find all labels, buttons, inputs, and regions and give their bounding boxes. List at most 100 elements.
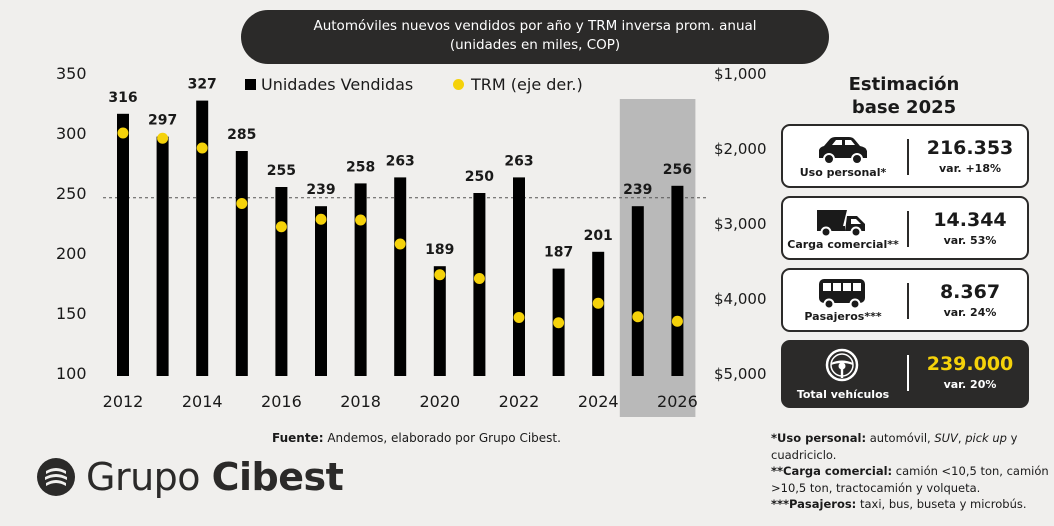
card-divider <box>907 355 909 391</box>
projection-band <box>619 99 696 417</box>
legend-trm-label: TRM (eje der.) <box>471 75 583 94</box>
data-label-2022: 263 <box>504 153 533 169</box>
trm-point-2012 <box>117 127 129 139</box>
trm-point-2014 <box>196 142 208 154</box>
y-left-tick-label: 250 <box>56 184 87 203</box>
bus-icon <box>819 279 865 310</box>
data-label-2015: 285 <box>227 127 256 143</box>
card-value: 239.000 <box>926 353 1014 375</box>
card-personal-use: Uso personal* 216.353 var. +18% <box>781 124 1029 188</box>
y-left-tick-label: 150 <box>56 304 87 323</box>
data-label-2014: 327 <box>188 77 217 93</box>
data-label-2016: 255 <box>267 163 296 179</box>
legend-dot-icon <box>453 79 464 90</box>
bar-2026 <box>671 185 684 376</box>
bar-2022 <box>513 177 525 376</box>
y-right-tick-label: $1,000 <box>714 65 767 83</box>
card-variation: var. +18% <box>938 162 1001 175</box>
logo-word1: Grupo <box>86 455 201 499</box>
trm-point-2020 <box>434 269 446 281</box>
card-commercial-cargo: Carga comercial** 14.344 var. 53% <box>781 196 1029 260</box>
trm-point-2025 <box>632 311 644 323</box>
y-right-tick-label: $4,000 <box>714 290 767 308</box>
source-label: Fuente: <box>272 431 324 445</box>
data-label-2019: 263 <box>386 153 415 169</box>
footnote-text: taxi, bus, buseta y microbús. <box>856 497 1027 511</box>
estimate-title-line2: base 2025 <box>851 97 957 118</box>
source-text: Andemos, elaborado por Grupo Cibest. <box>323 431 561 445</box>
bar-2024 <box>592 251 605 376</box>
data-label-2017: 239 <box>306 182 335 198</box>
bar-2014 <box>196 100 209 376</box>
x-tick-label: 2024 <box>578 392 619 411</box>
footnote-text: SUV <box>934 431 958 445</box>
x-tick-label: 2026 <box>657 392 698 411</box>
trm-point-2017 <box>315 213 327 225</box>
chart-title-line2: (unidades en miles, COP) <box>449 37 621 53</box>
footnote-label: ***Pasajeros: <box>771 497 857 511</box>
card-variation: var. 24% <box>943 306 997 319</box>
footnote-text: y cuadriciclo. <box>771 431 1018 462</box>
bar-2015 <box>235 151 248 376</box>
bar-2016 <box>275 187 288 376</box>
trm-point-2022 <box>513 312 525 323</box>
footnote-text: , <box>957 431 966 445</box>
company-logo: Grupo Cibest <box>36 452 344 502</box>
footnotes: *Uso personal: automóvil, SUV, pick up y… <box>771 430 1051 513</box>
card-divider <box>907 283 909 319</box>
card-label: Total vehículos <box>796 388 890 401</box>
y-left-tick-label: 100 <box>56 364 87 383</box>
bar-2013 <box>156 136 169 376</box>
card-divider <box>907 211 909 247</box>
bar-2019 <box>394 177 407 376</box>
footnote-passengers: ***Pasajeros: taxi, bus, buseta y microb… <box>771 496 1051 513</box>
x-tick-label: 2014 <box>182 392 223 411</box>
estimate-title: Estimación base 2025 <box>790 73 1018 119</box>
bar-2012 <box>117 113 129 377</box>
trm-point-2018 <box>355 214 367 226</box>
logo-word2: Cibest <box>211 455 344 499</box>
source-note: Fuente: Andemos, elaborado por Grupo Cib… <box>272 431 561 445</box>
y-right-tick-label: $2,000 <box>714 140 767 158</box>
data-label-2012: 316 <box>108 90 137 106</box>
truck-icon <box>817 210 865 238</box>
y-left-tick-label: 200 <box>56 244 87 263</box>
card-variation: var. 20% <box>943 378 997 391</box>
footnote-text: automóvil, <box>866 431 935 445</box>
card-label: Pasajeros*** <box>804 310 882 323</box>
bar-2017 <box>315 206 327 376</box>
footnote-label: *Uso personal: <box>771 431 867 445</box>
legend-trm: TRM (eje der.) <box>453 75 583 94</box>
bar-2021 <box>473 193 486 376</box>
card-value: 216.353 <box>926 137 1014 159</box>
logo-mark-icon <box>37 458 75 496</box>
trm-point-2023 <box>553 317 565 329</box>
y-left-tick-label: 350 <box>56 64 87 83</box>
card-variation: var. 53% <box>943 234 997 247</box>
bar-2020 <box>433 266 446 376</box>
car-icon <box>819 137 867 165</box>
estimate-title-line1: Estimación <box>848 74 960 95</box>
footnote-text: camión <10,5 ton, camión >10,5 ton, trac… <box>771 464 1049 495</box>
legend-square-icon <box>245 79 256 90</box>
data-label-2013: 297 <box>148 113 177 129</box>
steering-wheel-icon <box>825 348 859 382</box>
trm-point-2024 <box>592 297 604 309</box>
y-right-tick-label: $3,000 <box>714 215 767 233</box>
x-tick-label: 2022 <box>499 392 540 411</box>
trm-point-2019 <box>394 238 406 250</box>
data-label-2026: 256 <box>663 162 692 178</box>
footnote-cargo: **Carga comercial: camión <10,5 ton, cam… <box>771 463 1051 496</box>
x-tick-label: 2016 <box>261 392 302 411</box>
legend-units: Unidades Vendidas <box>245 75 413 94</box>
trm-point-2021 <box>473 273 485 284</box>
card-value: 14.344 <box>933 209 1007 231</box>
trm-point-2015 <box>236 198 248 209</box>
y-right-tick-label: $5,000 <box>714 365 767 383</box>
data-label-2020: 189 <box>425 242 454 258</box>
footnote-label: **Carga comercial: <box>771 464 893 478</box>
bar-2018 <box>354 183 367 376</box>
logo-text: Grupo Cibest <box>86 455 344 499</box>
data-label-2024: 201 <box>584 228 613 244</box>
